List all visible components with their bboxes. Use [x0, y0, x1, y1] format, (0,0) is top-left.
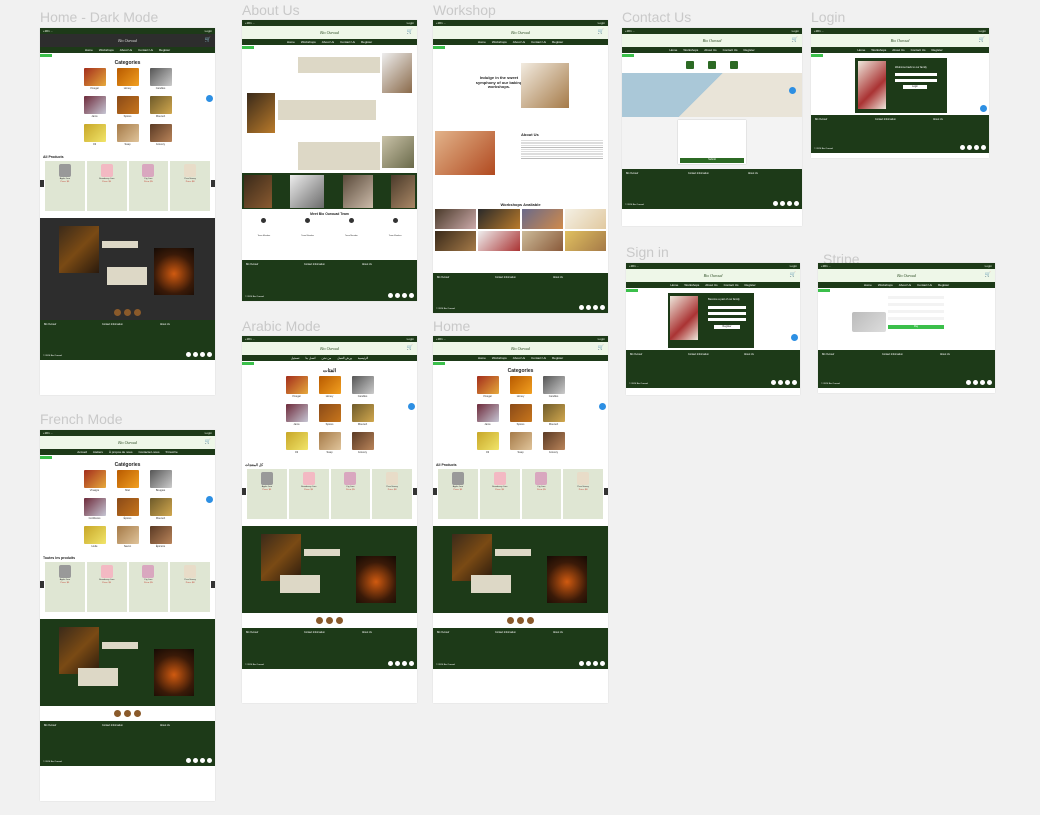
nav-workshops[interactable]: Workshops — [98, 48, 114, 52]
category-item[interactable]: Huile — [83, 526, 106, 548]
frame-stripe: +961 ... Login Bio Ouroud 🛒 Home Workshops A… — [818, 263, 995, 393]
register-button[interactable]: Register — [714, 325, 740, 329]
category-item[interactable]: Savon — [116, 526, 139, 548]
category-item[interactable]: Miel — [116, 470, 139, 492]
nav-home[interactable]: Home — [84, 48, 93, 52]
submit-button[interactable]: Submit — [680, 158, 744, 163]
frame-login: +961 ... Login Bio Ouroud 🛒 Home Workshops A… — [811, 28, 989, 158]
main-nav: Home Workshops About Us Contact Us Register — [40, 47, 215, 53]
label-signin: Sign in — [626, 244, 669, 260]
pay-button[interactable]: Pay — [888, 325, 944, 329]
category-item[interactable]: Grocery — [149, 124, 172, 146]
social-icon — [200, 352, 205, 357]
social-icon — [200, 758, 205, 763]
chevron-left-icon[interactable] — [40, 581, 44, 588]
social-icon — [186, 352, 191, 357]
categories-title: Categories — [114, 60, 141, 66]
carousel-dots — [40, 305, 215, 320]
chevron-right-icon[interactable] — [211, 581, 215, 588]
nav-workshops[interactable]: Ateliers — [92, 450, 103, 454]
category-item[interactable]: Oil — [83, 124, 106, 146]
product-card[interactable]: Fig Jam Price: $5 — [128, 161, 169, 211]
category-item[interactable]: Bougies — [149, 470, 172, 492]
category-item[interactable]: Vinaigre — [83, 470, 106, 492]
product-card[interactable]: Pure Honey Price: $8 — [170, 161, 210, 211]
category-item[interactable]: Confitures — [83, 498, 106, 520]
category-item[interactable]: Spices — [116, 96, 139, 118]
nav-register[interactable]: Register — [158, 48, 171, 52]
category-item[interactable]: Épices — [116, 498, 139, 520]
category-item[interactable]: Vinegar — [83, 68, 106, 90]
label-workshop: Workshop — [433, 2, 496, 18]
frame-signin: +961 ... Login Bio Ouroud 🛒 Home Workshops A… — [626, 263, 800, 395]
nav-about[interactable]: À propos de nous — [108, 450, 133, 454]
frame-home-dark: +961 ... Login Bio Ouroud 🛒 Home Workshops A… — [40, 28, 215, 395]
product-carousel: Apple Jam Price: $5 Strawberry Jam Price: … — [40, 161, 215, 211]
nav-register[interactable]: S'inscrire — [165, 450, 178, 454]
nav-home[interactable]: Accueil — [77, 450, 87, 454]
all-products-title: All Products — [43, 155, 64, 159]
category-grid: Vinegar Honey Candles Jams Spices Mouneh… — [40, 68, 215, 146]
map[interactable] — [622, 73, 802, 117]
category-item[interactable]: Mouneh — [149, 96, 172, 118]
product-card[interactable]: Apple Jam Price: $5 — [45, 562, 85, 612]
product-card[interactable]: Strawberry Jam Price: $5 — [86, 161, 127, 211]
product-card[interactable]: Strawberry Jam Price: $5 — [86, 562, 127, 612]
chevron-right-icon[interactable] — [211, 180, 215, 187]
label-home: Home — [433, 318, 471, 334]
label-contact: Contact Us — [622, 9, 692, 25]
all-products-title: Toutes les produits — [43, 556, 76, 560]
category-item[interactable]: Épicerie — [149, 526, 172, 548]
category-item[interactable]: Jams — [83, 96, 106, 118]
social-icon — [193, 758, 198, 763]
label-about: About Us — [242, 2, 300, 18]
chat-icon[interactable] — [206, 95, 213, 102]
frame-home: +961 ... Login Bio Ouroud 🛒 Home Workshops A… — [433, 336, 608, 703]
story-section — [40, 619, 215, 706]
label-french: French Mode — [40, 411, 123, 427]
social-icon — [193, 352, 198, 357]
categories-title: Catégories — [114, 462, 141, 468]
product-card[interactable]: Pure Honey Price: $8 — [170, 562, 210, 612]
frame-contact: +961 ... Login Bio Ouroud 🛒 Home Workshops A… — [622, 28, 802, 226]
workshop-hero-text: Indulge in the sweet symphony of our bak… — [475, 75, 523, 90]
category-item[interactable]: Soap — [116, 124, 139, 146]
product-card[interactable]: Fig Jam Price: $5 — [128, 562, 169, 612]
category-item[interactable]: Candles — [149, 68, 172, 90]
label-arabic: Arabic Mode — [242, 318, 321, 334]
social-icon — [207, 352, 212, 357]
frame-french: +961 ... Login Bio Ouroud 🛒 Accueil Atelier… — [40, 430, 215, 801]
chevron-left-icon[interactable] — [40, 180, 44, 187]
footer: Bio Ouroud Contact Information About Us … — [40, 320, 215, 360]
category-item[interactable]: Honey — [116, 68, 139, 90]
chat-icon[interactable] — [206, 496, 213, 503]
category-item[interactable]: Mouneh — [149, 498, 172, 520]
frame-arabic: +961 ... Login Bio Ouroud 🛒 الرئيسية ورش ال… — [242, 336, 417, 703]
nav-contact[interactable]: Contact Us — [138, 48, 153, 52]
story-section — [40, 218, 215, 305]
frame-workshop: +961 ... Login Bio Ouroud 🛒 Home Workshops A… — [433, 20, 608, 313]
team-title: Meet Bio Ourouad Team — [310, 212, 349, 216]
label-login: Login — [811, 9, 846, 25]
nav-contact[interactable]: Contactez-nous — [138, 450, 160, 454]
nav-about[interactable]: About Us — [119, 48, 133, 52]
frame-about: +961 ... Login Bio Ouroud 🛒 Home Workshops A… — [242, 20, 417, 301]
login-button[interactable]: Login — [903, 85, 927, 89]
label-home-dark: Home - Dark Mode — [40, 9, 159, 25]
social-icon — [186, 758, 191, 763]
product-card[interactable]: Apple Jam Price: $5 — [45, 161, 85, 211]
social-icon — [207, 758, 212, 763]
